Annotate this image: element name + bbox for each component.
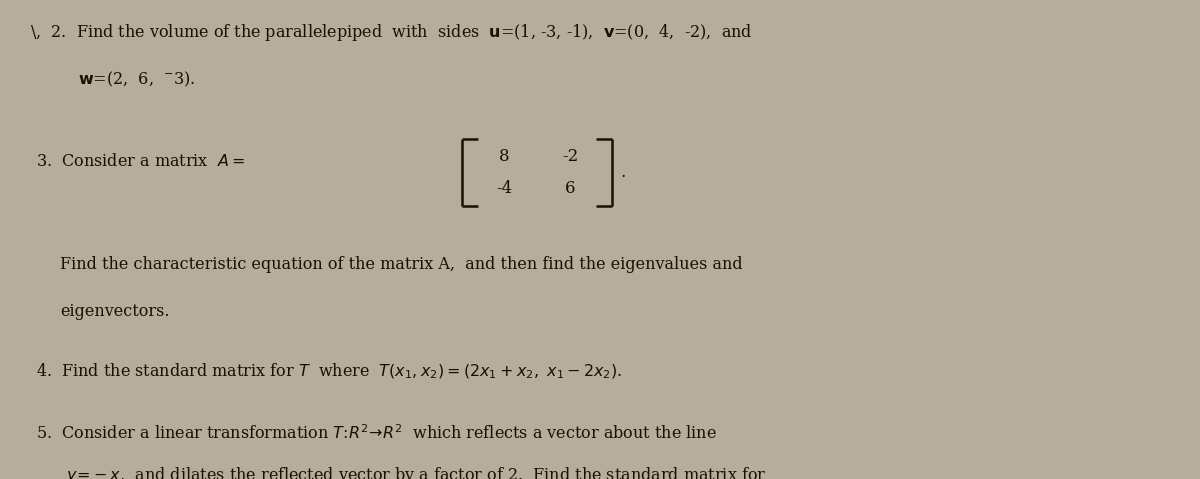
- Text: 3.  Consider a matrix  $A=$: 3. Consider a matrix $A=$: [36, 153, 245, 170]
- Text: 4.  Find the standard matrix for $T$  where  $T(x_1,x_2)=(2x_1+x_2,\ x_1-2x_2)$.: 4. Find the standard matrix for $T$ wher…: [36, 362, 623, 381]
- Text: 8: 8: [499, 148, 509, 165]
- Text: Find the characteristic equation of the matrix A,  and then find the eigenvalues: Find the characteristic equation of the …: [60, 256, 743, 273]
- Text: 5.  Consider a linear transformation $T\colon R^2\!\rightarrow\! R^2$  which ref: 5. Consider a linear transformation $T\c…: [36, 424, 716, 443]
- Text: $\mathbf{w}$=(2,  6,  $^{-}$3).: $\mathbf{w}$=(2, 6, $^{-}$3).: [78, 69, 196, 89]
- Text: -2: -2: [562, 148, 578, 165]
- Text: -4: -4: [496, 180, 512, 196]
- Text: \,  2.  Find the volume of the parallelepiped  with  sides  $\mathbf{u}$=(1, -3,: \, 2. Find the volume of the parallelepi…: [30, 22, 752, 43]
- Text: .: .: [620, 164, 625, 181]
- Text: eigenvectors.: eigenvectors.: [60, 303, 169, 319]
- Text: $y\!=\!-x$,  and dilates the reflected vector by a factor of 2.  Find the standa: $y\!=\!-x$, and dilates the reflected ve…: [66, 465, 767, 479]
- Text: 6: 6: [565, 180, 575, 196]
